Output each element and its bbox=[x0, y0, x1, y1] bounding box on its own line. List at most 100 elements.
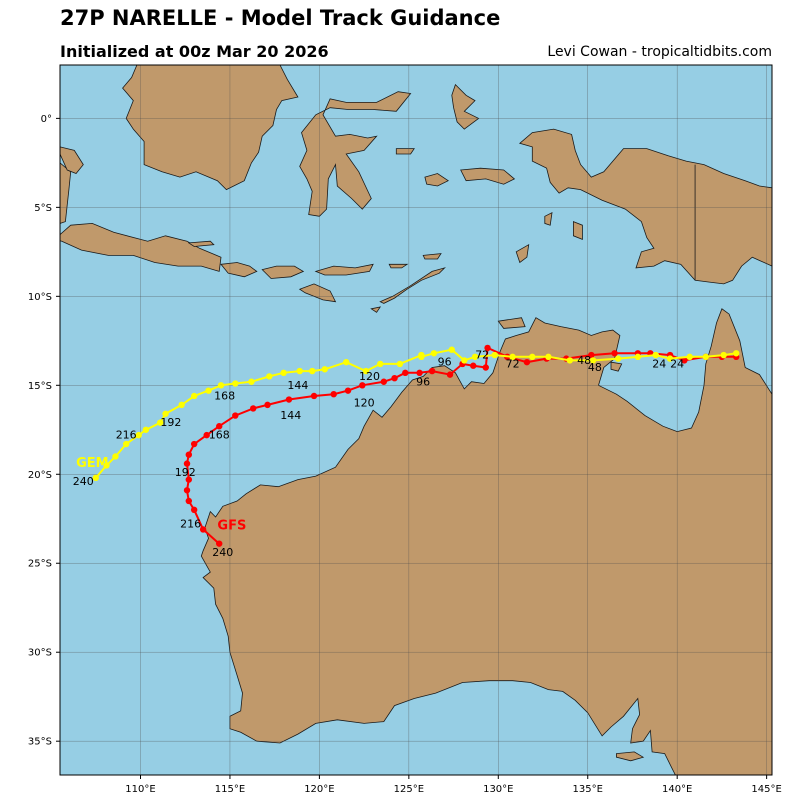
track-point-gem bbox=[733, 350, 740, 357]
track-point-gem bbox=[545, 353, 552, 361]
track-point-gem bbox=[190, 392, 198, 400]
lat-tick-label: 5°S bbox=[34, 203, 52, 214]
track-point-gem bbox=[205, 387, 212, 394]
track-point-gem bbox=[321, 366, 328, 373]
land-tanimbar bbox=[515, 243, 530, 264]
lon-tick-label: 120°E bbox=[304, 784, 334, 795]
track-point-gem bbox=[135, 431, 142, 439]
land-flores bbox=[314, 263, 374, 276]
track-point-gfs bbox=[330, 390, 337, 398]
lat-tick-label: 20°S bbox=[28, 470, 52, 481]
land-groote bbox=[610, 361, 623, 372]
track-point-gfs bbox=[185, 497, 193, 505]
land-alor bbox=[388, 263, 409, 269]
land-sumbawa bbox=[261, 265, 305, 279]
forecast-hour-label: 192 bbox=[160, 416, 181, 429]
forecast-hour-label: 192 bbox=[175, 466, 196, 479]
graticule bbox=[60, 65, 772, 775]
track-point-gfs bbox=[344, 387, 352, 394]
track-point-gfs bbox=[250, 405, 257, 412]
track-point-gfs bbox=[391, 374, 398, 382]
track-point-gfs bbox=[183, 487, 191, 494]
lon-tick-label: 115°E bbox=[215, 784, 245, 795]
track-point-gem bbox=[529, 353, 536, 361]
map-title: 27P NARELLE - Model Track Guidance bbox=[60, 6, 501, 30]
forecast-hour-label: 72 bbox=[475, 349, 489, 362]
track-point-gfs bbox=[428, 367, 436, 375]
lon-tick-label: 140°E bbox=[662, 784, 692, 795]
land-halmahera bbox=[451, 83, 480, 130]
lat-tick-label: 10°S bbox=[28, 292, 52, 303]
forecast-hour-label: 120 bbox=[359, 370, 380, 383]
track-point-gem bbox=[92, 474, 99, 482]
track-point-gem bbox=[248, 378, 255, 385]
lon-tick-label: 145°E bbox=[751, 784, 781, 795]
land-timor bbox=[379, 267, 446, 304]
forecast-hour-label: 144 bbox=[280, 409, 301, 422]
track-point-gem bbox=[266, 373, 273, 380]
model-tracks bbox=[92, 344, 740, 547]
track-point-gfs bbox=[523, 358, 531, 366]
track-point-gfs bbox=[611, 350, 618, 357]
track-point-gfs bbox=[310, 392, 318, 400]
land-madura bbox=[187, 240, 215, 247]
forecast-hour-label: 96 bbox=[438, 356, 452, 369]
track-point-gfs bbox=[484, 344, 491, 352]
track-point-gfs bbox=[203, 431, 210, 439]
land-tasmania-edge bbox=[616, 751, 645, 762]
track-point-gem bbox=[652, 351, 659, 359]
lat-tick-label: 25°S bbox=[28, 559, 52, 570]
land-rote bbox=[370, 306, 382, 313]
track-point-gem bbox=[702, 353, 710, 361]
track-labels: 24 48 72 96 120 144 168 192 216 240 GFS 24 48 72 96 120… bbox=[73, 349, 684, 560]
track-point-gem bbox=[509, 353, 516, 361]
forecast-hour-label: 48 bbox=[588, 361, 602, 374]
track-point-gem bbox=[430, 350, 438, 357]
track-point-gfs bbox=[190, 440, 198, 448]
track-point-gfs bbox=[190, 506, 198, 514]
track-point-gem bbox=[491, 351, 498, 359]
forecast-hour-label: 168 bbox=[214, 390, 235, 403]
forecast-hour-label: 216 bbox=[116, 429, 137, 442]
track-point-gfs bbox=[199, 526, 207, 533]
credit-text: Levi Cowan - tropicaltidbits.com bbox=[547, 44, 772, 60]
forecast-hour-label: 96 bbox=[416, 375, 430, 388]
forecast-hour-label: 216 bbox=[180, 518, 201, 531]
track-point-gfs bbox=[216, 423, 223, 430]
track-point-gfs bbox=[183, 460, 191, 467]
track-point-gem bbox=[377, 360, 384, 368]
track-point-gem bbox=[418, 351, 425, 359]
forecast-hour-label: 240 bbox=[73, 475, 94, 488]
track-point-gem bbox=[232, 380, 239, 387]
track-point-gem bbox=[162, 410, 169, 417]
land-australia bbox=[200, 308, 772, 775]
track-point-gem bbox=[362, 367, 370, 375]
track-point-gem bbox=[589, 357, 597, 364]
forecast-hour-label: 48 bbox=[577, 354, 591, 367]
land-bangka bbox=[60, 146, 84, 174]
land-kai bbox=[544, 212, 553, 226]
forecast-hour-label: 24 bbox=[670, 358, 684, 371]
land-melville bbox=[497, 317, 526, 329]
track-point-gem bbox=[686, 353, 693, 361]
forecast-hour-label: 168 bbox=[209, 429, 230, 442]
land-sulawesi bbox=[299, 91, 412, 217]
track-point-gem bbox=[461, 357, 468, 364]
axis-ticks: 110°E 115°E 120°E 125°E 130°E 135°E 140°E 145°E… bbox=[28, 114, 782, 795]
track-point-gem bbox=[396, 360, 404, 368]
track-point-gfs bbox=[402, 369, 409, 377]
map-frame bbox=[59, 64, 773, 776]
lon-tick-label: 125°E bbox=[394, 784, 424, 795]
land-borneo bbox=[122, 65, 299, 191]
model-name-gem: GEM bbox=[76, 456, 109, 471]
forecast-hour-label: 240 bbox=[212, 546, 233, 559]
track-point-gem bbox=[280, 369, 287, 377]
land-seram bbox=[460, 167, 516, 185]
lon-tick-label: 130°E bbox=[483, 784, 513, 795]
track-point-gfs bbox=[216, 540, 223, 547]
track-point-gem bbox=[566, 357, 574, 364]
lon-tick-label: 135°E bbox=[573, 784, 603, 795]
land-sula bbox=[395, 148, 415, 155]
track-point-gfs bbox=[264, 401, 271, 409]
